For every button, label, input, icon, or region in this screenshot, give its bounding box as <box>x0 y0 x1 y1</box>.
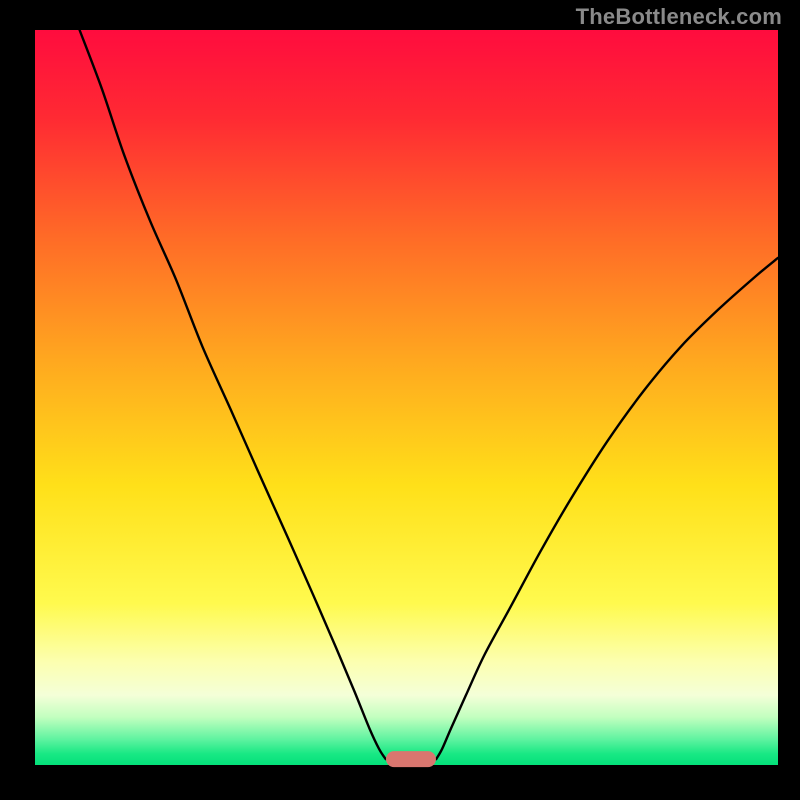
chart-container: TheBottleneck.com <box>0 0 800 800</box>
gradient-background <box>35 30 778 765</box>
optimal-marker <box>386 751 436 767</box>
watermark-text: TheBottleneck.com <box>576 4 782 30</box>
bottleneck-chart <box>0 0 800 800</box>
